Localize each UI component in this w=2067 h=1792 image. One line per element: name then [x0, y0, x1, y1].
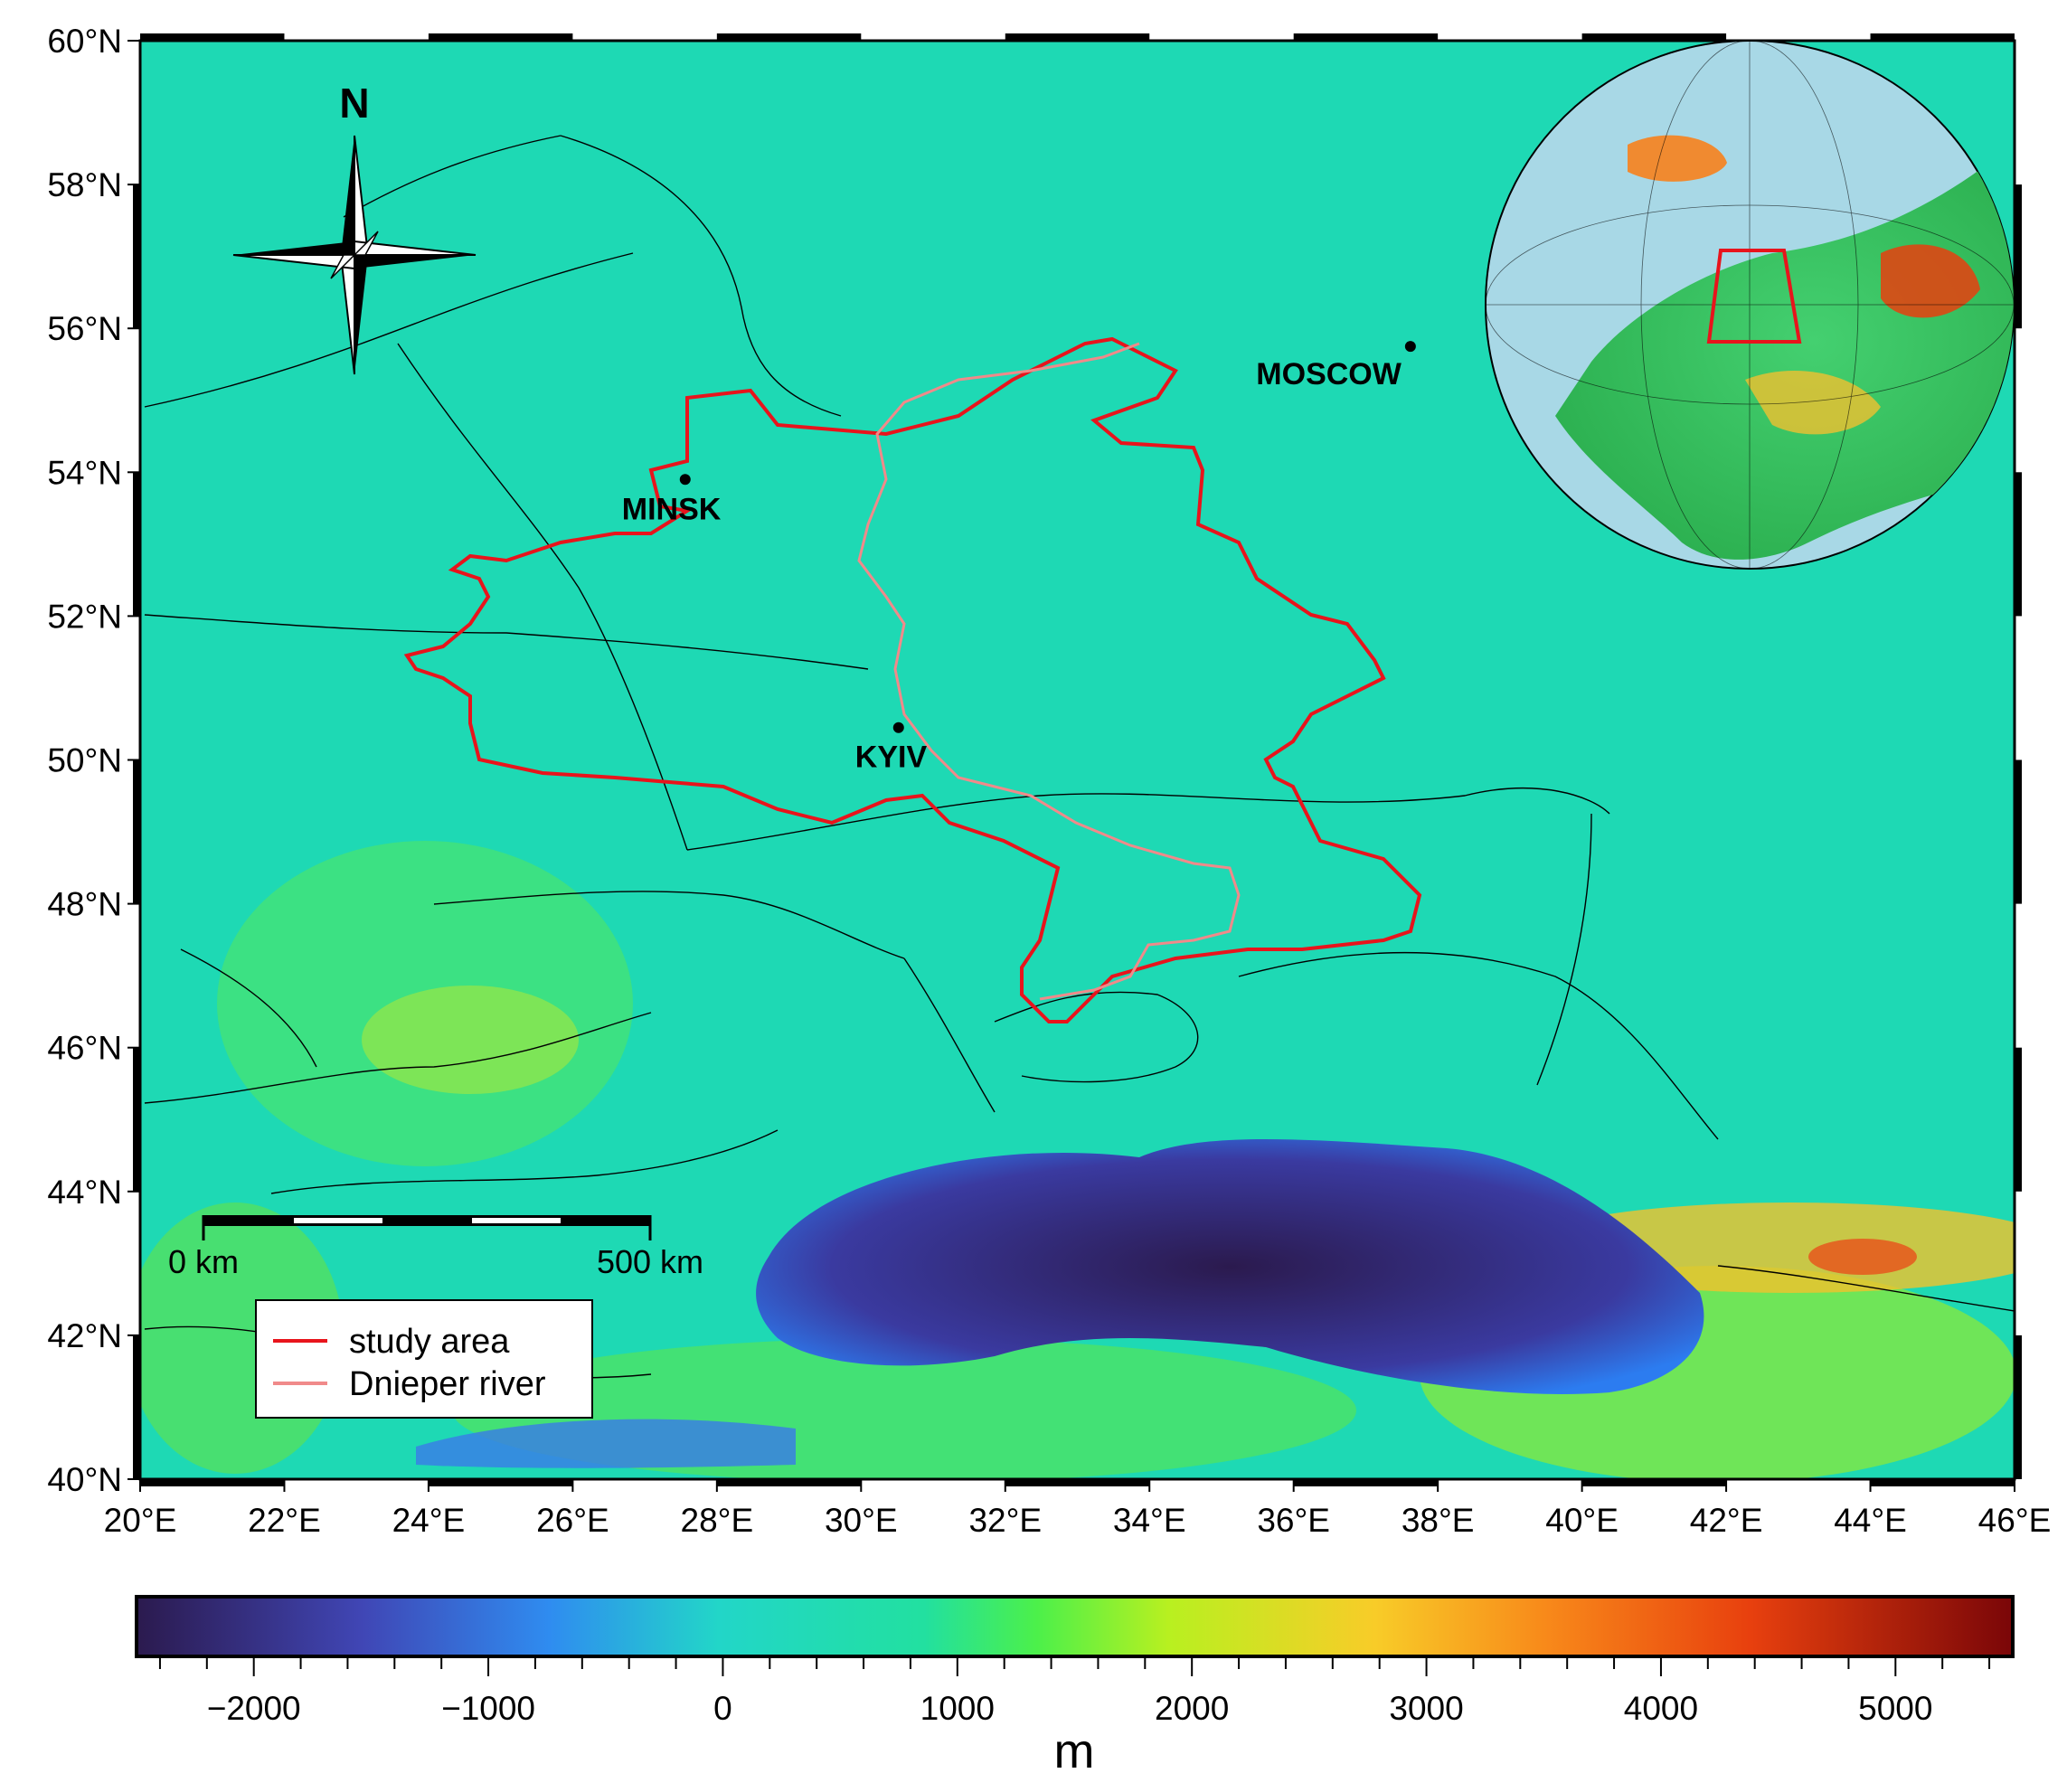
lat-tick-label: 58°N [47, 166, 122, 203]
study-area-outline [403, 336, 1422, 1023]
latitude-labels: 40°N 42°N 44°N 46°N 48°N 50°N 52°N 54°N 56°N 58°N… [47, 23, 140, 1498]
lon-tick-label: 20°E [104, 1502, 177, 1539]
lon-tick-label: 28°E [681, 1502, 754, 1539]
colorbar-tick-label: −2000 [207, 1690, 301, 1727]
north-label: N [339, 80, 369, 127]
lon-tick-label: 42°E [1690, 1502, 1763, 1539]
colorbar-tick-label: 5000 [1858, 1690, 1932, 1727]
dnieper-river-line [857, 342, 1241, 1001]
colorbar-tick-label: 2000 [1155, 1690, 1229, 1727]
legend: study area Dnieper river [255, 1299, 593, 1419]
colorbar-tick-label: 0 [713, 1690, 732, 1727]
aegean-sea [416, 1419, 796, 1468]
longitude-labels: 20°E 22°E 24°E 26°E 28°E 30°E 32°E 34°E 36°E 38°E… [104, 1479, 2052, 1539]
north-arrow: N [232, 80, 477, 375]
lon-tick-label: 40°E [1545, 1502, 1619, 1539]
scale-end-label: 500 km [597, 1243, 703, 1280]
lat-tick-label: 42°N [47, 1317, 122, 1354]
colorbar-tick-label: 1000 [920, 1690, 995, 1727]
lon-tick-label: 44°E [1834, 1502, 1907, 1539]
lon-tick-label: 46°E [1978, 1502, 2052, 1539]
city-dot [1404, 341, 1416, 353]
lat-tick-label: 60°N [47, 23, 122, 60]
lon-tick-label: 24°E [392, 1502, 466, 1539]
lat-tick-label: 56°N [47, 310, 122, 347]
globe-study-box [1706, 249, 1802, 344]
colorbar-ticks: −2000 −1000 0 1000 2000 3000 4000 5000 [158, 1656, 1991, 1727]
legend-label-study-area: study area [349, 1323, 510, 1361]
colorbar-tick-label: −1000 [441, 1690, 535, 1727]
city-dot [892, 722, 904, 733]
lon-tick-label: 38°E [1402, 1502, 1475, 1539]
lon-tick-label: 36°E [1257, 1502, 1330, 1539]
city-label: KYIV [855, 740, 928, 775]
city-label: MINSK [622, 492, 722, 526]
lat-tick-label: 40°N [47, 1461, 122, 1498]
lon-tick-label: 30°E [825, 1502, 898, 1539]
colorbar-ramp [135, 1595, 2015, 1658]
city-dot [679, 474, 691, 486]
lon-tick-label: 32°E [968, 1502, 1042, 1539]
lon-tick-label: 34°E [1113, 1502, 1186, 1539]
scale-bar: 0 km 500 km [168, 1215, 703, 1280]
inset-globe [1485, 40, 2015, 570]
lat-tick-label: 52°N [47, 598, 122, 635]
legend-label-dnieper: Dnieper river [349, 1365, 546, 1403]
lat-tick-label: 50°N [47, 742, 122, 779]
frame-ticks [133, 33, 2022, 1486]
lat-tick-label: 54°N [47, 454, 122, 491]
globe-himalaya [1881, 244, 1980, 318]
colorbar-unit: m [1054, 1724, 1095, 1778]
lat-tick-label: 44°N [47, 1174, 122, 1211]
colorbar: −2000 −1000 0 1000 2000 3000 4000 5000 m [135, 1595, 2015, 1778]
lat-tick-label: 48°N [47, 886, 122, 923]
lat-tick-label: 46°N [47, 1030, 122, 1067]
lon-tick-label: 22°E [248, 1502, 321, 1539]
globe-greenland [1628, 135, 1727, 182]
city-markers: MINSK KYIV MOSCOW [622, 341, 1416, 775]
colorbar-tick-label: 3000 [1389, 1690, 1463, 1727]
colorbar-tick-label: 4000 [1624, 1690, 1698, 1727]
scale-start-label: 0 km [168, 1243, 239, 1280]
black-sea [756, 1139, 1704, 1394]
lon-tick-label: 26°E [536, 1502, 609, 1539]
city-label: MOSCOW [1256, 357, 1402, 391]
country-borders [144, 135, 2015, 1379]
